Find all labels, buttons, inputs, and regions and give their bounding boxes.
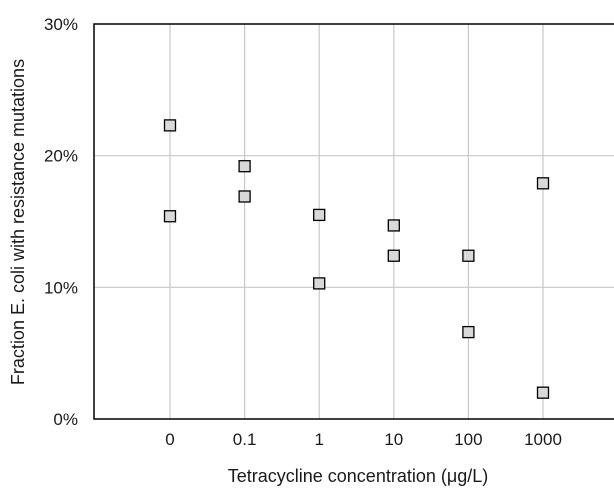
plot-area-frame — [93, 23, 614, 420]
data-point — [462, 325, 475, 339]
y-tick-label: 10% — [44, 278, 78, 297]
x-tick-label: 10 — [384, 430, 403, 449]
data-point — [313, 277, 326, 290]
data-point — [387, 249, 400, 262]
y-axis-label: Fraction E. coli with resistance mutatio… — [8, 59, 28, 385]
x-axis-label: Tetracycline concentration (μg/L) — [228, 466, 489, 486]
y-tick-label: 0% — [53, 410, 78, 429]
data-points — [163, 119, 550, 399]
x-axis-ticks: 0 0.1 1 10 100 1000 — [165, 430, 562, 449]
data-point — [387, 219, 400, 232]
x-tick-label: 0.1 — [233, 430, 257, 449]
y-axis-ticks: 0% 10% 20% 30% — [44, 15, 78, 429]
data-point — [163, 119, 177, 132]
data-point — [163, 210, 177, 223]
y-tick-label: 20% — [44, 147, 78, 166]
x-tick-label: 100 — [454, 430, 482, 449]
x-tick-label: 1 — [314, 430, 323, 449]
data-point — [536, 177, 550, 190]
y-tick-label: 30% — [44, 15, 78, 34]
data-point — [313, 208, 326, 222]
x-tick-label: 0 — [165, 430, 174, 449]
data-point — [238, 190, 251, 203]
x-tick-label: 1000 — [524, 430, 562, 449]
data-point — [536, 386, 550, 399]
data-point — [238, 160, 251, 173]
data-point — [462, 249, 475, 262]
